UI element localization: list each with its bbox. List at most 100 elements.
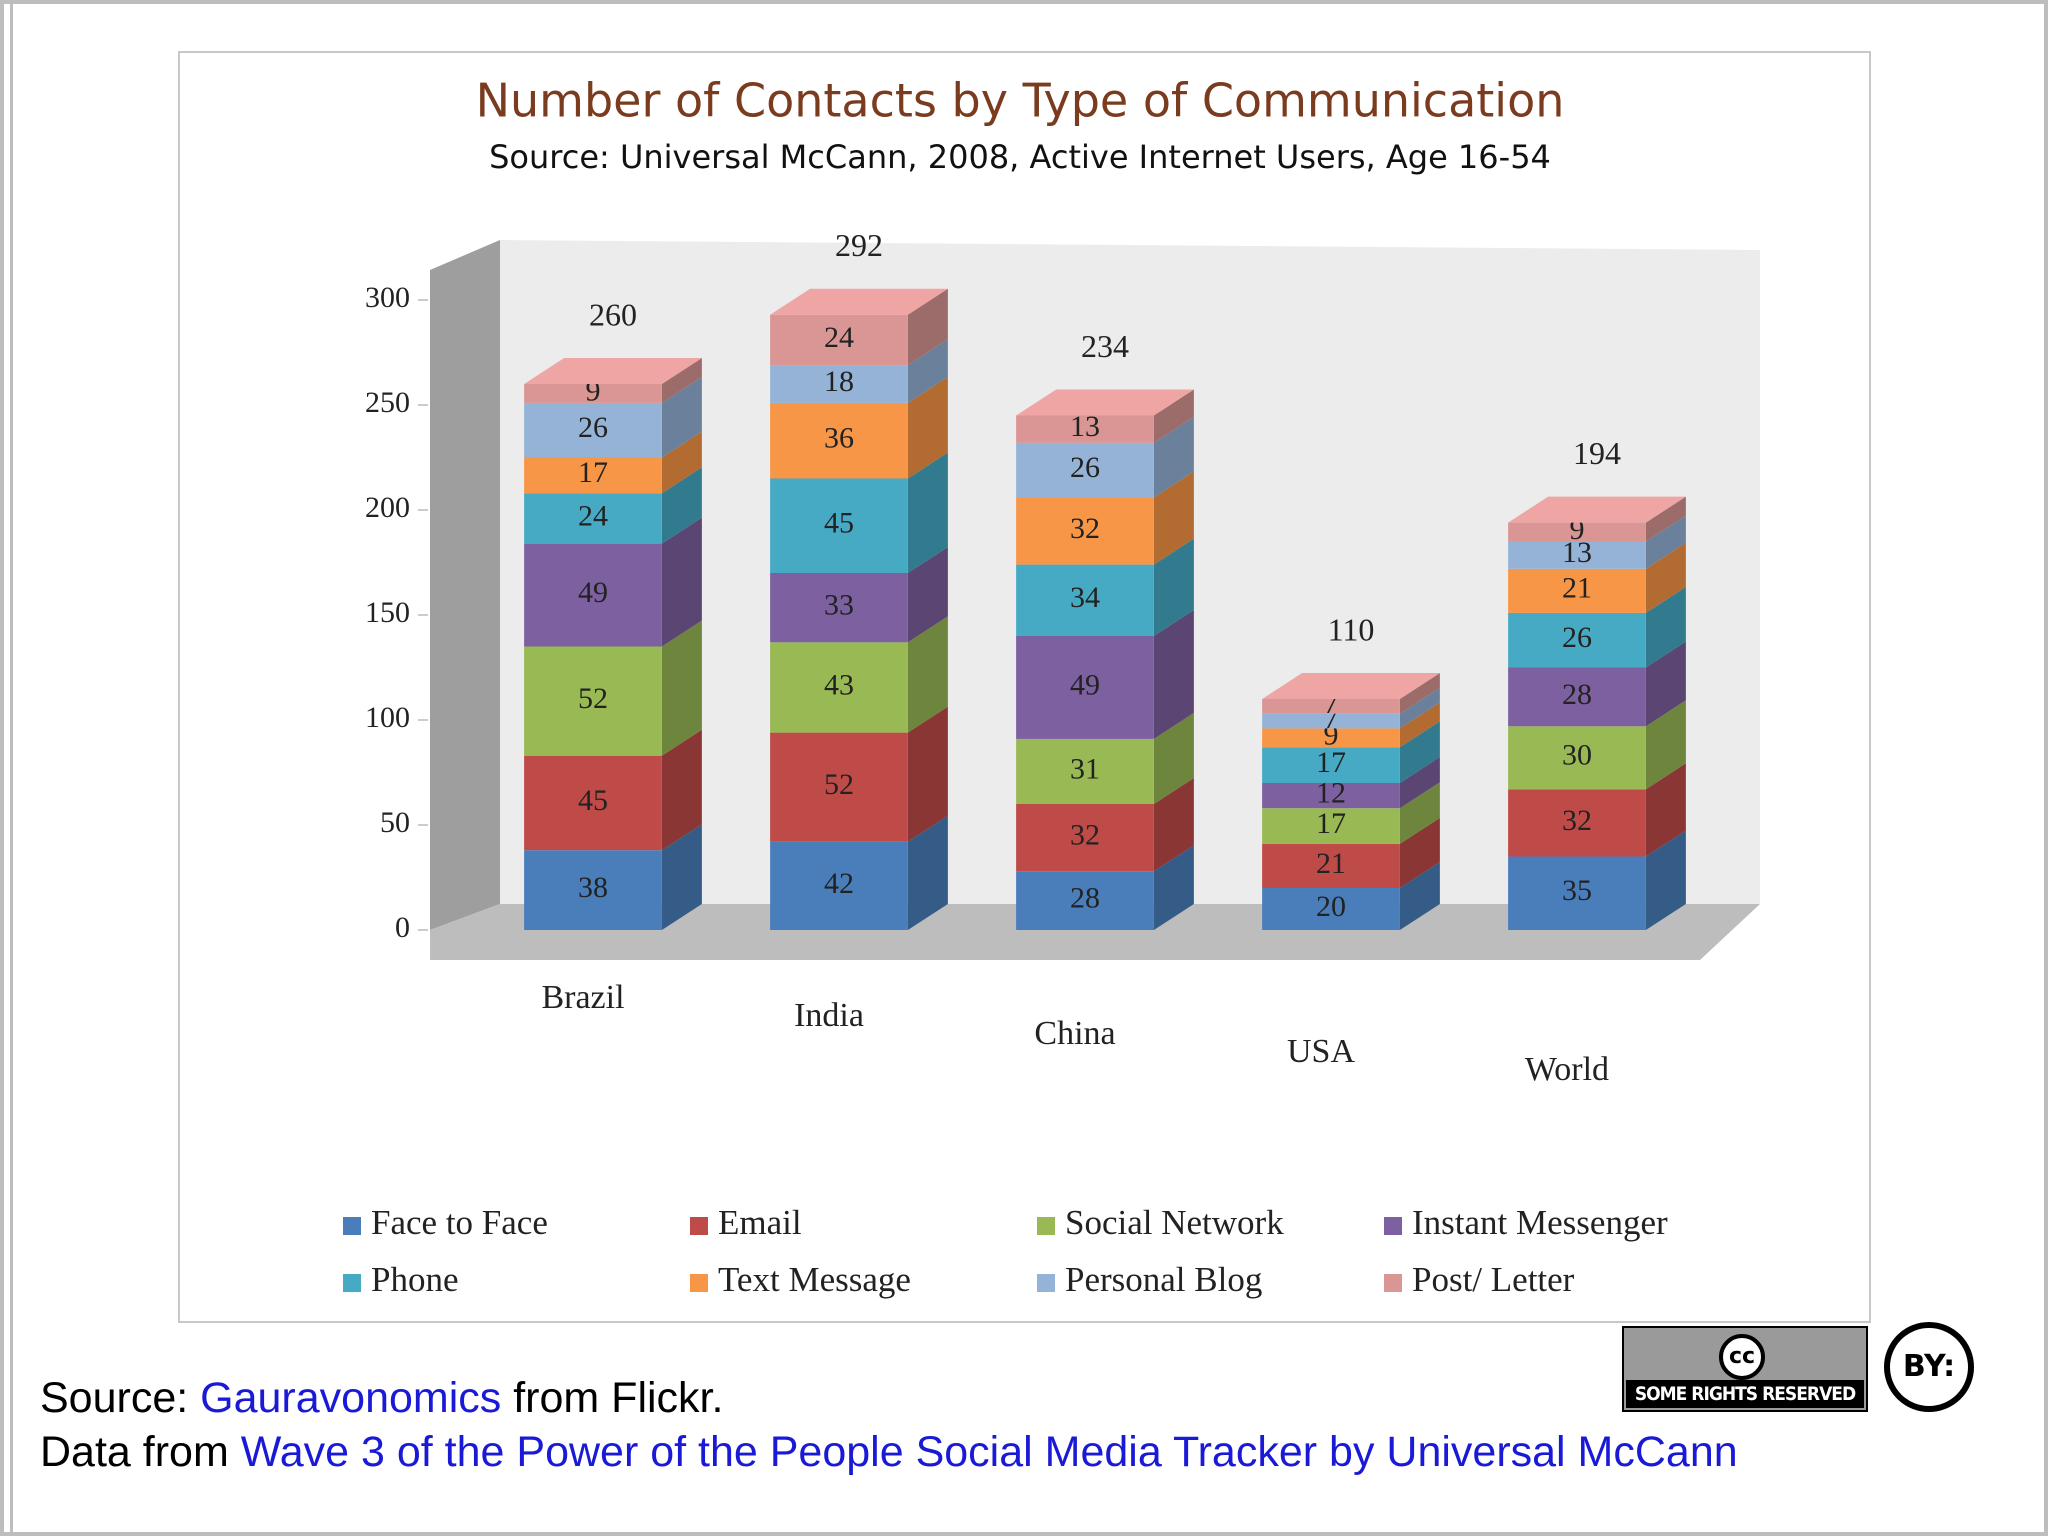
bar-segment xyxy=(524,457,662,494)
value-label: 17 xyxy=(1316,807,1346,840)
bar-segment xyxy=(1262,713,1400,729)
side-wall xyxy=(430,240,500,930)
value-label: 32 xyxy=(1070,818,1100,851)
bar-side xyxy=(1153,471,1194,565)
bar-side xyxy=(1399,817,1440,888)
total-label: 292 xyxy=(835,227,883,263)
bar-side xyxy=(661,824,702,930)
bar-segment xyxy=(524,646,662,756)
value-label: 32 xyxy=(1070,512,1100,545)
link[interactable]: Wave 3 of the Power of the People Social… xyxy=(240,1428,1738,1476)
bar-side xyxy=(1153,610,1194,739)
bar-segment xyxy=(1016,636,1154,739)
y-tick-label: 300 xyxy=(365,281,410,314)
link[interactable]: Gauravonomics xyxy=(200,1374,502,1422)
bar-segment xyxy=(1508,522,1646,542)
bar-segment xyxy=(770,478,908,573)
value-label: 36 xyxy=(824,422,854,455)
bar-segment xyxy=(524,493,662,544)
total-label: 260 xyxy=(589,296,637,332)
bar-side xyxy=(907,706,948,842)
x-tick-label: China xyxy=(1034,1015,1115,1052)
legend-swatch xyxy=(1384,1274,1402,1292)
y-tick-label: 250 xyxy=(365,386,410,419)
footer-data: Data from Wave 3 of the Power of the Peo… xyxy=(40,1428,1738,1477)
bar-segment xyxy=(1016,415,1154,443)
bar-side xyxy=(1645,830,1686,930)
value-label: 31 xyxy=(1070,752,1100,785)
bar-segment xyxy=(1508,789,1646,857)
x-tick-label: USA xyxy=(1287,1033,1355,1070)
bar-segment xyxy=(1508,568,1646,613)
y-tick-label: 50 xyxy=(380,806,410,839)
value-label: 45 xyxy=(824,507,854,540)
legend-swatch xyxy=(343,1217,361,1235)
y-tick-label: 100 xyxy=(365,701,410,734)
by-badge[interactable]: BY: xyxy=(1884,1322,1974,1412)
total-label: 234 xyxy=(1081,328,1129,364)
chart-subtitle: Source: Universal McCann, 2008, Active I… xyxy=(489,138,1551,176)
bar-segment xyxy=(1508,856,1646,930)
bar-top xyxy=(1016,389,1194,416)
x-tick-label: Brazil xyxy=(541,979,624,1016)
value-label: 24 xyxy=(578,499,608,532)
value-label: 38 xyxy=(578,871,608,904)
bar-segment xyxy=(770,402,908,479)
y-tick-label: 150 xyxy=(365,596,410,629)
bar-segment xyxy=(1016,497,1154,565)
bar-segment xyxy=(1508,667,1646,727)
bar-segment xyxy=(770,314,908,366)
value-label: 26 xyxy=(1562,621,1592,654)
bar-side xyxy=(907,376,948,479)
bar-top xyxy=(770,288,948,315)
bar-side xyxy=(661,729,702,851)
bar-side xyxy=(907,616,948,733)
text: Source: xyxy=(40,1374,201,1422)
x-tick-label: World xyxy=(1525,1051,1609,1088)
license-badge[interactable]: cc SOME RIGHTS RESERVED xyxy=(1622,1326,1868,1412)
x-tick-label: India xyxy=(794,997,864,1034)
value-label: 42 xyxy=(824,867,854,900)
chart-title: Number of Contacts by Type of Communicat… xyxy=(476,74,1565,128)
bar-side xyxy=(1645,763,1686,857)
bar-side xyxy=(1399,721,1440,783)
value-label: 49 xyxy=(578,576,608,609)
bar-side xyxy=(661,358,702,403)
value-label: 45 xyxy=(578,784,608,817)
bar-side xyxy=(907,452,948,573)
bar-side xyxy=(1645,641,1686,727)
bar-segment xyxy=(1262,888,1400,930)
bar-segment xyxy=(1262,783,1400,809)
value-label: 28 xyxy=(1070,881,1100,914)
bar-segment xyxy=(1262,728,1400,748)
value-label: 28 xyxy=(1562,678,1592,711)
bar-side xyxy=(1399,757,1440,809)
bar-segment xyxy=(524,543,662,647)
value-label: 18 xyxy=(824,365,854,398)
bar-side xyxy=(1645,515,1686,569)
bar-side xyxy=(1153,389,1194,443)
value-label: 26 xyxy=(578,411,608,444)
y-tick-label: 200 xyxy=(365,491,410,524)
bar-top xyxy=(1508,496,1686,523)
value-label: 21 xyxy=(1316,847,1346,880)
value-label: 43 xyxy=(824,668,854,701)
legend-label: Phone xyxy=(371,1260,459,1299)
bar-segment xyxy=(1016,442,1154,498)
value-label: 30 xyxy=(1562,739,1592,772)
legend-label: Text Message xyxy=(718,1260,911,1299)
legend-label: Personal Blog xyxy=(1065,1260,1262,1299)
bar-segment xyxy=(1508,612,1646,668)
value-label: 17 xyxy=(1316,746,1346,779)
legend-label: Post/ Letter xyxy=(1412,1260,1575,1299)
legend-label: Email xyxy=(718,1203,802,1242)
bar-segment xyxy=(1016,871,1154,930)
text: from Flickr. xyxy=(501,1374,724,1422)
bar-segment xyxy=(1262,843,1400,888)
text: Data from xyxy=(40,1428,241,1476)
bar-segment xyxy=(1508,541,1646,569)
bar-side xyxy=(661,376,702,458)
bar-side xyxy=(1645,542,1686,613)
bar-segment xyxy=(770,642,908,733)
